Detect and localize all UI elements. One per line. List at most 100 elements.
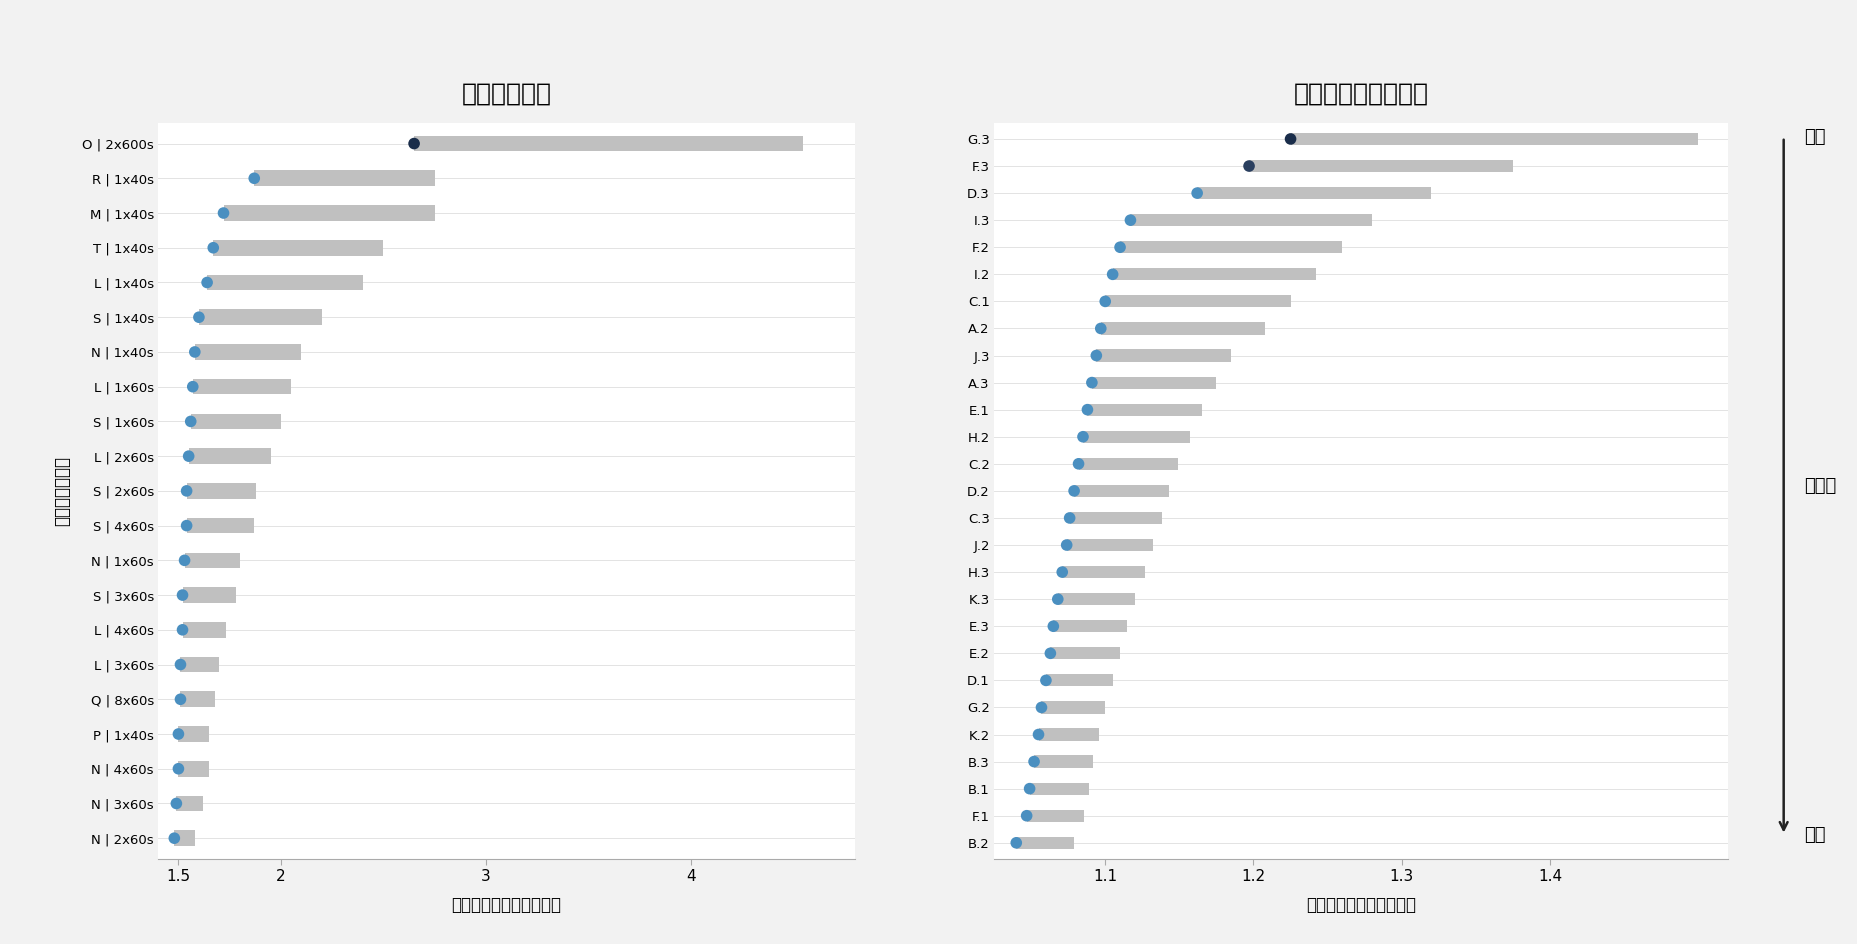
Bar	[195, 345, 301, 360]
Point	[167, 622, 197, 637]
Bar	[223, 205, 435, 221]
Point	[160, 831, 189, 846]
Bar	[186, 483, 256, 498]
Bar	[1073, 485, 1168, 497]
Bar	[1053, 620, 1127, 632]
Point	[1114, 212, 1144, 228]
Bar	[191, 413, 280, 430]
Bar	[1105, 295, 1291, 308]
Point	[1097, 267, 1127, 282]
Point	[1047, 565, 1077, 580]
Point	[1027, 700, 1057, 715]
Bar	[214, 240, 383, 256]
Bar	[1096, 349, 1231, 362]
Point	[208, 206, 238, 221]
Point	[1181, 186, 1211, 201]
Text: 低い: 低い	[1803, 127, 1825, 146]
Text: 精確性: 精確性	[1803, 477, 1835, 496]
Bar	[182, 622, 225, 637]
Point	[1077, 375, 1107, 390]
Point	[163, 727, 193, 742]
Bar	[1027, 810, 1084, 822]
Point	[1062, 456, 1092, 471]
Point	[1012, 808, 1042, 823]
Point	[199, 240, 228, 255]
Point	[191, 275, 221, 290]
Bar	[1291, 133, 1697, 145]
X-axis label: 期待値からの偏差（倍）: 期待値からの偏差（倍）	[1305, 896, 1415, 914]
Bar	[193, 379, 292, 395]
Point	[1034, 646, 1064, 661]
Point	[240, 171, 269, 186]
Bar	[199, 310, 321, 325]
Point	[1001, 835, 1031, 851]
Bar	[182, 587, 236, 603]
Point	[1038, 618, 1068, 633]
Bar	[1042, 701, 1105, 714]
Point	[178, 379, 208, 395]
Point	[1042, 592, 1071, 607]
Point	[1014, 781, 1044, 796]
Bar	[1099, 322, 1265, 334]
Point	[165, 692, 195, 707]
Bar	[176, 796, 202, 811]
Bar	[1034, 755, 1092, 767]
Bar	[180, 657, 219, 672]
Point	[163, 761, 193, 776]
Point	[1058, 483, 1088, 498]
Point	[1068, 430, 1097, 445]
Bar	[1016, 836, 1073, 849]
Bar	[1196, 187, 1430, 199]
Bar	[1045, 674, 1112, 686]
Bar	[1092, 377, 1216, 389]
Bar	[414, 136, 802, 151]
Bar	[180, 691, 215, 707]
Point	[171, 483, 201, 498]
Point	[1233, 159, 1263, 174]
Bar	[1057, 593, 1135, 605]
Bar	[254, 171, 435, 186]
Bar	[1248, 160, 1512, 172]
Point	[171, 518, 201, 533]
Point	[1276, 131, 1305, 146]
Title: ライブラリ調整方法: ライブラリ調整方法	[1292, 81, 1428, 106]
Point	[399, 136, 429, 151]
Bar	[1049, 648, 1120, 660]
Bar	[1086, 404, 1201, 415]
Point	[167, 587, 197, 602]
Bar	[1038, 729, 1099, 741]
Bar	[1029, 783, 1088, 795]
Point	[1055, 511, 1084, 526]
Point	[180, 345, 210, 360]
Y-axis label: 異なる分析手法: 異なる分析手法	[52, 456, 71, 526]
Point	[1031, 673, 1060, 688]
Point	[175, 448, 204, 464]
Bar	[1120, 241, 1343, 253]
Point	[162, 796, 191, 811]
Point	[1071, 402, 1101, 417]
Bar	[189, 448, 271, 464]
Bar	[1083, 430, 1188, 443]
Bar	[1112, 268, 1315, 280]
Bar	[175, 831, 195, 846]
Text: 高い: 高い	[1803, 826, 1825, 845]
Point	[1105, 240, 1135, 255]
Point	[184, 310, 214, 325]
Bar	[1062, 566, 1144, 578]
Point	[1023, 727, 1053, 742]
X-axis label: 期待値からの偏差（倍）: 期待値からの偏差（倍）	[451, 896, 561, 914]
Bar	[186, 518, 254, 533]
Point	[1081, 348, 1110, 363]
Bar	[178, 726, 210, 742]
Point	[1019, 754, 1049, 769]
Point	[176, 413, 206, 429]
Title: 核酸抽出方法: 核酸抽出方法	[461, 81, 552, 106]
Bar	[1077, 458, 1177, 470]
Bar	[1066, 539, 1151, 551]
Point	[165, 657, 195, 672]
Bar	[1070, 512, 1161, 524]
Point	[169, 553, 199, 568]
Bar	[184, 552, 240, 568]
Point	[1084, 321, 1114, 336]
Bar	[1129, 214, 1370, 227]
